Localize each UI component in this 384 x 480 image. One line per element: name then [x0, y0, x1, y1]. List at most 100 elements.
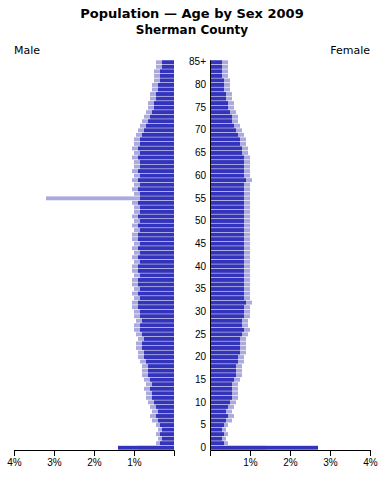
bar — [210, 414, 234, 418]
bar — [210, 396, 232, 400]
bar — [150, 115, 174, 119]
bar — [156, 65, 174, 69]
bar — [138, 224, 174, 228]
bar — [138, 255, 174, 259]
bar — [132, 178, 174, 182]
bar — [144, 337, 174, 341]
bar — [210, 437, 226, 441]
y-tick: 50 — [195, 215, 210, 226]
bar — [158, 419, 174, 423]
y-tick: 30 — [195, 306, 210, 317]
bar — [210, 301, 246, 305]
bar — [140, 165, 174, 169]
bar — [158, 428, 174, 432]
bar — [146, 396, 174, 400]
bar — [210, 441, 224, 445]
bar — [210, 260, 250, 264]
bar — [158, 437, 174, 441]
bar — [152, 391, 174, 395]
panel-label: Female — [330, 44, 370, 57]
bar — [210, 419, 226, 423]
bar — [162, 60, 174, 64]
bar — [152, 382, 174, 386]
bar — [210, 255, 244, 259]
bar — [210, 137, 240, 141]
tick-label: 75 — [195, 102, 207, 113]
bar — [210, 369, 242, 373]
bar — [144, 387, 174, 391]
bar — [138, 246, 174, 250]
bar — [156, 60, 174, 64]
bar — [210, 78, 230, 82]
bar — [134, 310, 174, 314]
bar — [210, 187, 250, 191]
bar — [152, 419, 174, 423]
bar — [146, 124, 174, 128]
bar — [210, 137, 246, 141]
bar — [150, 92, 174, 96]
title: Population — Age by Sex 2009 — [80, 6, 303, 21]
bar — [210, 69, 228, 73]
bar — [132, 169, 174, 173]
bar — [210, 192, 250, 196]
bar — [210, 215, 244, 219]
bar — [210, 337, 240, 341]
bar — [160, 78, 174, 82]
bar — [210, 346, 246, 350]
bar — [210, 387, 232, 391]
x-tick: 2% — [283, 450, 298, 468]
bar — [138, 128, 174, 132]
bar — [134, 165, 174, 169]
bar — [138, 178, 174, 182]
bar — [142, 364, 174, 368]
bar — [132, 301, 174, 305]
bar — [210, 133, 244, 137]
bar — [210, 342, 246, 346]
tick-mark — [330, 450, 331, 456]
bar — [156, 423, 174, 427]
bar — [160, 74, 174, 78]
bar — [134, 323, 174, 327]
bar — [132, 156, 174, 160]
tick-label: 2% — [283, 457, 298, 468]
tick-label: 0 — [200, 442, 206, 453]
tick-label: 55 — [195, 193, 207, 204]
bar — [134, 287, 174, 291]
bar — [138, 337, 174, 341]
tick-label: 30 — [195, 306, 207, 317]
x-axis: 1%2%3%4% — [7, 450, 174, 468]
bar — [132, 237, 174, 241]
tick-label: 65 — [195, 147, 207, 158]
bar — [210, 128, 236, 132]
bar — [152, 410, 174, 414]
bar — [138, 292, 174, 296]
bar — [210, 382, 238, 386]
bar — [210, 400, 236, 404]
bar — [210, 410, 232, 414]
tick-label: 85+ — [189, 56, 206, 67]
bar — [210, 210, 250, 214]
bar — [134, 314, 174, 318]
bar — [152, 88, 174, 92]
bar — [210, 74, 228, 78]
bar — [210, 441, 228, 445]
bar — [210, 364, 242, 368]
bar — [210, 124, 240, 128]
bar — [210, 201, 244, 205]
bar — [210, 178, 246, 182]
bar — [210, 414, 228, 418]
bar — [142, 133, 174, 137]
bar — [210, 228, 250, 232]
bar — [158, 410, 174, 414]
tick-mark — [54, 450, 55, 456]
bar — [210, 246, 244, 250]
y-axis: 0510152025303540455055606570758085+ — [189, 56, 210, 452]
bar — [210, 147, 248, 151]
bar — [150, 378, 174, 382]
bar — [142, 319, 174, 323]
bar — [140, 287, 174, 291]
bar — [210, 428, 222, 432]
bar — [210, 446, 318, 450]
bar — [140, 360, 174, 364]
bar — [210, 432, 228, 436]
